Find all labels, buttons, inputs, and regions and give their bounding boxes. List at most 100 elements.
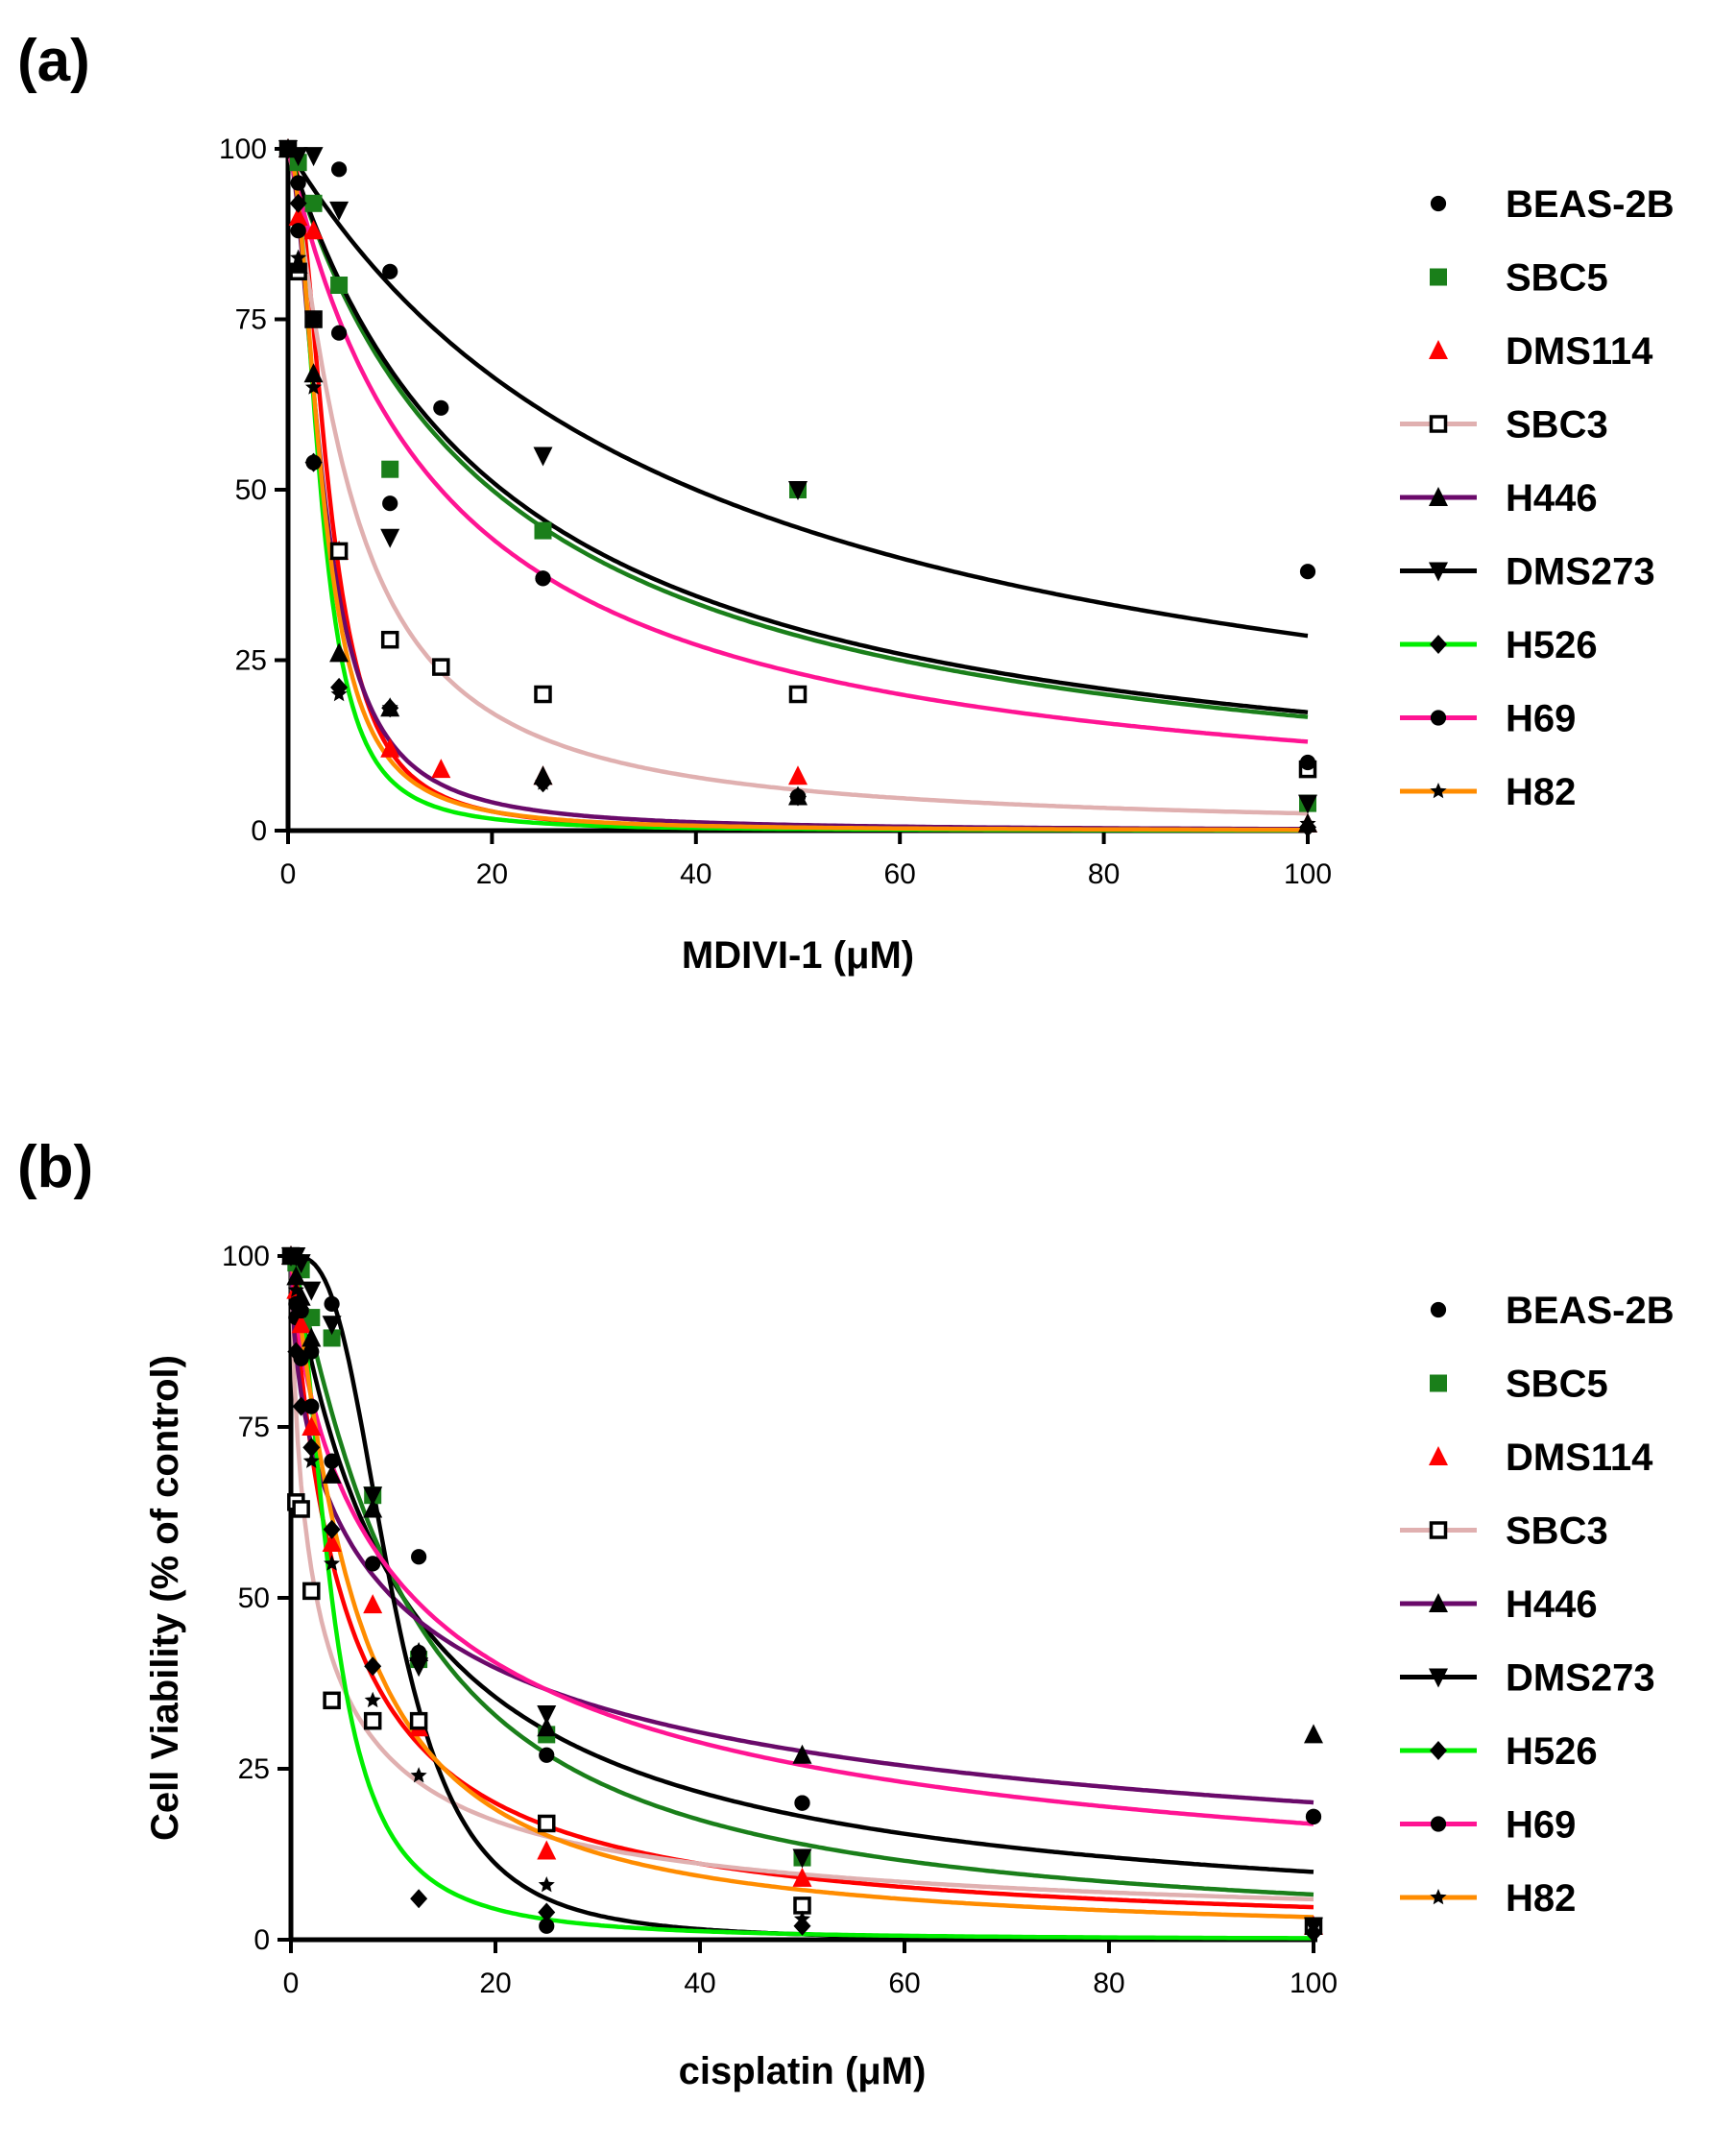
fit-curve-sbc5 <box>288 1255 1314 1897</box>
data-point-h82 <box>290 249 307 265</box>
legend-marker-beas-2b <box>1430 195 1447 212</box>
x-tick-label: 60 <box>884 858 916 890</box>
data-point-beas-2b <box>433 399 449 416</box>
data-point-h446 <box>301 1327 322 1347</box>
legend-marker-dms114 <box>1429 1446 1448 1465</box>
data-point-h69 <box>1305 1808 1322 1824</box>
y-tick-label: 100 <box>219 133 267 165</box>
y-axis-title: Cell Viability (% of control) <box>144 1355 186 1841</box>
y-tick-label: 75 <box>238 1412 270 1443</box>
data-point-dms114 <box>537 1840 557 1860</box>
data-point-sbc3 <box>409 1711 428 1730</box>
data-point-sbc5 <box>304 194 323 212</box>
y-tick-label: 100 <box>222 1241 270 1272</box>
data-point-sbc3 <box>363 1711 382 1730</box>
data-point-dms114 <box>363 1594 383 1614</box>
legend-label: SBC3 <box>1506 404 1608 447</box>
data-point-beas-2b <box>411 1549 427 1565</box>
legend-item: DMS114 <box>1429 330 1653 373</box>
data-point-h82 <box>1305 1917 1322 1934</box>
data-point-h526 <box>304 452 323 472</box>
legend-label: H69 <box>1506 698 1576 740</box>
fit-curve-dms273 <box>291 1253 1314 1942</box>
x-tick-label: 20 <box>479 1968 511 1999</box>
data-point-dms114 <box>380 737 400 758</box>
data-point-sbc3 <box>329 542 349 561</box>
data-point-h69 <box>535 570 551 587</box>
data-point-h69 <box>539 1747 555 1763</box>
data-points <box>281 1245 1323 1943</box>
y-tick-label: 50 <box>238 1582 270 1614</box>
legend-item: H526 <box>1400 624 1598 666</box>
data-point-h446 <box>286 1266 306 1286</box>
data-point-dms273 <box>409 1657 429 1678</box>
legend-label: BEAS-2B <box>1506 183 1675 226</box>
data-point-dms273 <box>363 1486 383 1507</box>
data-point-dms273 <box>788 481 808 500</box>
data-point-h526 <box>287 1341 305 1362</box>
data-point-sbc3 <box>538 1814 556 1833</box>
data-point-dms273 <box>533 447 553 467</box>
legend-marker-dms114 <box>1429 340 1448 359</box>
data-point-sbc3 <box>380 630 399 649</box>
data-point-beas-2b <box>1299 564 1316 580</box>
legend-marker-h526 <box>1430 635 1447 654</box>
data-point-h82 <box>293 1301 310 1318</box>
fit-curve-h526 <box>289 1254 1314 1941</box>
legend: BEAS-2B SBC5 DMS114 SBC3 H446 DMS273 H526 H69 H8… <box>1400 183 1675 813</box>
y-tick-label: 50 <box>235 474 267 506</box>
fit-curve-h82 <box>288 1255 1314 1920</box>
x-tick-label: 80 <box>1093 1968 1124 1999</box>
legend-item: H82 <box>1400 771 1576 813</box>
data-point-sbc5 <box>330 277 349 294</box>
y-tick-label: 0 <box>251 815 267 847</box>
legend-item: SBC3 <box>1400 1510 1608 1553</box>
legend-label: H446 <box>1506 1583 1598 1626</box>
legend-marker-h69 <box>1430 710 1447 726</box>
panel-label-a: (a) <box>17 28 90 94</box>
data-point-dms114 <box>322 1533 342 1553</box>
fit-curves <box>285 147 1309 833</box>
legend-marker-dms273 <box>1429 562 1448 582</box>
legend-label: H526 <box>1506 624 1598 666</box>
data-point-dms114 <box>431 759 451 779</box>
data-point-h82 <box>410 1767 427 1783</box>
y-tick-label: 25 <box>235 645 267 677</box>
data-point-beas-2b <box>303 1398 320 1414</box>
data-point-h446 <box>288 254 308 274</box>
data-point-sbc3 <box>788 685 808 704</box>
legend-marker-h526 <box>1430 1741 1447 1760</box>
legend-label: H82 <box>1506 771 1576 813</box>
data-point-h526 <box>292 1396 310 1416</box>
legend-label: SBC5 <box>1506 257 1608 300</box>
data-point-beas-2b <box>324 1295 340 1312</box>
data-point-h526 <box>1305 1922 1322 1943</box>
fit-curve-h69 <box>285 148 1309 744</box>
data-point-dms273 <box>537 1705 557 1726</box>
data-point-h82 <box>282 1247 300 1264</box>
data-point-h446 <box>1304 1724 1323 1744</box>
data-point-sbc3 <box>292 1500 310 1518</box>
data-point-h446 <box>792 1744 812 1764</box>
fit-curve-h82 <box>285 147 1308 833</box>
data-point-h82 <box>364 1691 381 1708</box>
y-tick-label: 0 <box>253 1924 270 1956</box>
legend-marker-h69 <box>1430 1816 1447 1832</box>
legend-marker-sbc3 <box>1429 1521 1448 1539</box>
data-point-h526 <box>364 1656 382 1677</box>
data-point-h526 <box>793 1916 811 1936</box>
data-point-h69 <box>303 1343 320 1360</box>
legend-item: H446 <box>1400 477 1598 519</box>
data-point-dms273 <box>322 1316 342 1336</box>
legend-label: DMS114 <box>1506 330 1653 373</box>
data-point-dms273 <box>792 1848 812 1869</box>
data-point-h69 <box>305 311 322 327</box>
data-point-h526 <box>538 1902 556 1922</box>
legend-label: H82 <box>1506 1877 1576 1920</box>
legend-label: DMS273 <box>1506 551 1655 593</box>
data-point-h69 <box>411 1644 427 1661</box>
data-point-h69 <box>365 1556 381 1572</box>
data-point-dms114 <box>291 1314 311 1334</box>
fit-curve-sbc5 <box>285 148 1309 719</box>
